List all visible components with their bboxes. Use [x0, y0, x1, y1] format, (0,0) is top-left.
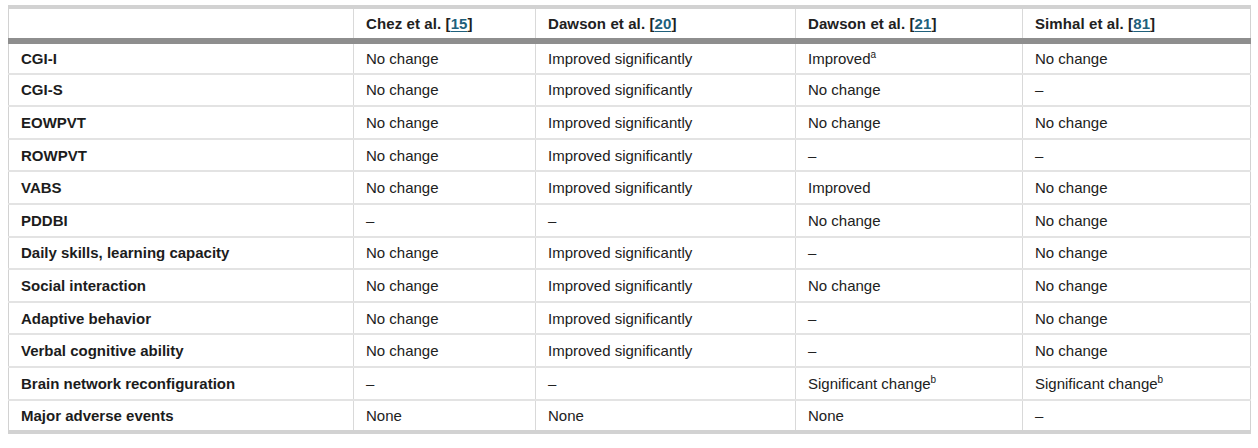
table-cell: Significant changeb	[796, 367, 1023, 400]
table-cell: No change	[1023, 269, 1251, 302]
table-cell: No change	[354, 237, 536, 270]
table-cell: Improved significantly	[536, 74, 796, 107]
table-cell: No change	[354, 74, 536, 107]
bracket-close: ]	[468, 15, 473, 32]
table-cell: No change	[354, 334, 536, 367]
table-cell: No change	[796, 269, 1023, 302]
header-row: Chez et al. [15] Dawson et al. [20] Daws…	[9, 7, 1251, 41]
table-cell: Improved	[796, 171, 1023, 204]
table-cell: No change	[1023, 41, 1251, 74]
table-cell: No change	[354, 106, 536, 139]
table-cell: Improved significantly	[536, 171, 796, 204]
citation-link-20[interactable]: 20	[655, 15, 672, 32]
footnote-marker: b	[931, 374, 937, 385]
row-label: CGI-I	[9, 41, 354, 74]
table-cell: –	[536, 204, 796, 237]
table-cell: None	[354, 400, 536, 433]
table-cell: –	[796, 139, 1023, 172]
table-row-major-adverse-events: Major adverse events None None None –	[9, 400, 1251, 433]
table-cell: No change	[354, 269, 536, 302]
citation-link-15[interactable]: 15	[451, 15, 468, 32]
bracket-close: ]	[1150, 15, 1155, 32]
table-cell: No change	[796, 204, 1023, 237]
row-label: Major adverse events	[9, 400, 354, 433]
table-cell: Improved significantly	[536, 106, 796, 139]
table-row-eowpvt: EOWPVT No change Improved significantly …	[9, 106, 1251, 139]
table-cell: –	[536, 367, 796, 400]
row-label: Daily skills, learning capacity	[9, 237, 354, 270]
table-cell: No change	[1023, 334, 1251, 367]
footnote-marker: a	[871, 49, 877, 60]
table-cell: –	[1023, 139, 1251, 172]
table-cell: No change	[354, 302, 536, 335]
column-header-chez: Chez et al. [15]	[354, 7, 536, 41]
table-cell: –	[354, 204, 536, 237]
citation-link-81[interactable]: 81	[1133, 15, 1150, 32]
table-cell: No change	[354, 171, 536, 204]
row-label: Verbal cognitive ability	[9, 334, 354, 367]
table-cell: None	[536, 400, 796, 433]
table-cell: Improveda	[796, 41, 1023, 74]
table-cell: Improved significantly	[536, 41, 796, 74]
bracket-close: ]	[931, 15, 936, 32]
column-header-simhal: Simhal et al. [81]	[1023, 7, 1251, 41]
table-cell: No change	[1023, 204, 1251, 237]
table-row-daily-skills: Daily skills, learning capacity No chang…	[9, 237, 1251, 270]
table-cell: Significant changeb	[1023, 367, 1251, 400]
table-cell: –	[796, 302, 1023, 335]
table-cell: No change	[796, 106, 1023, 139]
table-row-verbal-cognitive: Verbal cognitive ability No change Impro…	[9, 334, 1251, 367]
table-cell: –	[354, 367, 536, 400]
table-row-cgi-i: CGI-I No change Improved significantly I…	[9, 41, 1251, 74]
study-name: Chez et al. [	[366, 15, 451, 32]
row-label: Brain network reconfiguration	[9, 367, 354, 400]
table-cell: No change	[796, 74, 1023, 107]
table-cell: Improved significantly	[536, 334, 796, 367]
table-row-adaptive-behavior: Adaptive behavior No change Improved sig…	[9, 302, 1251, 335]
bracket-close: ]	[671, 15, 676, 32]
table-cell: No change	[1023, 302, 1251, 335]
column-header-dawson-21: Dawson et al. [21]	[796, 7, 1023, 41]
table-cell: Improved significantly	[536, 139, 796, 172]
table-cell: Improved significantly	[536, 269, 796, 302]
table-row-cgi-s: CGI-S No change Improved significantly N…	[9, 74, 1251, 107]
table-cell: No change	[1023, 237, 1251, 270]
table-cell: –	[1023, 74, 1251, 107]
row-label: PDDBI	[9, 204, 354, 237]
row-label: ROWPVT	[9, 139, 354, 172]
paper-table-page: Chez et al. [15] Dawson et al. [20] Daws…	[0, 0, 1258, 448]
table-cell: No change	[354, 139, 536, 172]
table-cell: Improved significantly	[536, 237, 796, 270]
column-header-dawson-20: Dawson et al. [20]	[536, 7, 796, 41]
table-row-pddbi: PDDBI – – No change No change	[9, 204, 1251, 237]
study-name: Simhal et al. [	[1035, 15, 1133, 32]
table-cell: –	[796, 334, 1023, 367]
table-cell: –	[1023, 400, 1251, 433]
citation-link-21[interactable]: 21	[915, 15, 932, 32]
footnote-marker: b	[1158, 374, 1164, 385]
table-cell: –	[796, 237, 1023, 270]
table-cell: No change	[1023, 106, 1251, 139]
study-name: Dawson et al. [	[808, 15, 915, 32]
row-label: VABS	[9, 171, 354, 204]
row-label: EOWPVT	[9, 106, 354, 139]
table-cell: No change	[354, 41, 536, 74]
empty-corner-cell	[9, 7, 354, 41]
table-row-vabs: VABS No change Improved significantly Im…	[9, 171, 1251, 204]
outcomes-comparison-table: Chez et al. [15] Dawson et al. [20] Daws…	[8, 5, 1251, 434]
table-cell: Improved significantly	[536, 302, 796, 335]
row-label: CGI-S	[9, 74, 354, 107]
study-name: Dawson et al. [	[548, 15, 655, 32]
table-row-brain-network: Brain network reconfiguration – – Signif…	[9, 367, 1251, 400]
row-label: Social interaction	[9, 269, 354, 302]
table-cell: None	[796, 400, 1023, 433]
table-row-social-interaction: Social interaction No change Improved si…	[9, 269, 1251, 302]
row-label: Adaptive behavior	[9, 302, 354, 335]
table-cell: No change	[1023, 171, 1251, 204]
table-row-rowpvt: ROWPVT No change Improved significantly …	[9, 139, 1251, 172]
